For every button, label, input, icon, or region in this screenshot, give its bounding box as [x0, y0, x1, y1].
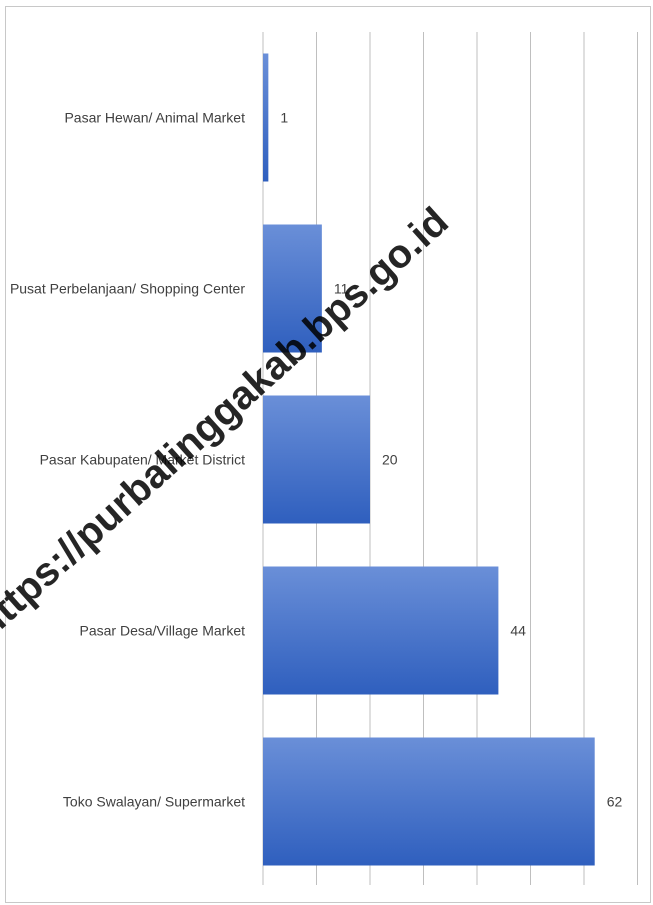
bar — [263, 738, 595, 866]
bar — [263, 567, 498, 695]
category-label: Pusat Perbelanjaan/ Shopping Center — [10, 281, 245, 297]
category-label: Pasar Desa/Village Market — [80, 623, 246, 639]
category-label: Toko Swalayan/ Supermarket — [63, 794, 245, 810]
data-label: 44 — [510, 623, 526, 639]
data-label: 1 — [280, 110, 288, 126]
bar — [263, 54, 268, 182]
bars — [263, 54, 595, 866]
bar — [263, 396, 370, 524]
data-label: 62 — [607, 794, 623, 810]
data-label: 20 — [382, 452, 398, 468]
category-label: Pasar Hewan/ Animal Market — [64, 110, 245, 126]
